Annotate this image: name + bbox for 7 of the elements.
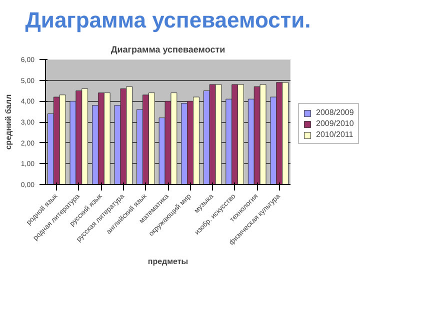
x-axis-title: предметы bbox=[148, 257, 188, 266]
chart-title: Диаграмма успеваемости. bbox=[25, 8, 311, 32]
chart-subtitle: Диаграмма успеваемости bbox=[110, 44, 226, 54]
legend-label: 2010/2011 bbox=[316, 130, 354, 139]
y-axis-title: средний балл bbox=[4, 94, 13, 150]
legend-label: 2008/2009 bbox=[316, 108, 354, 117]
legend-label: 2009/2010 bbox=[316, 119, 354, 128]
